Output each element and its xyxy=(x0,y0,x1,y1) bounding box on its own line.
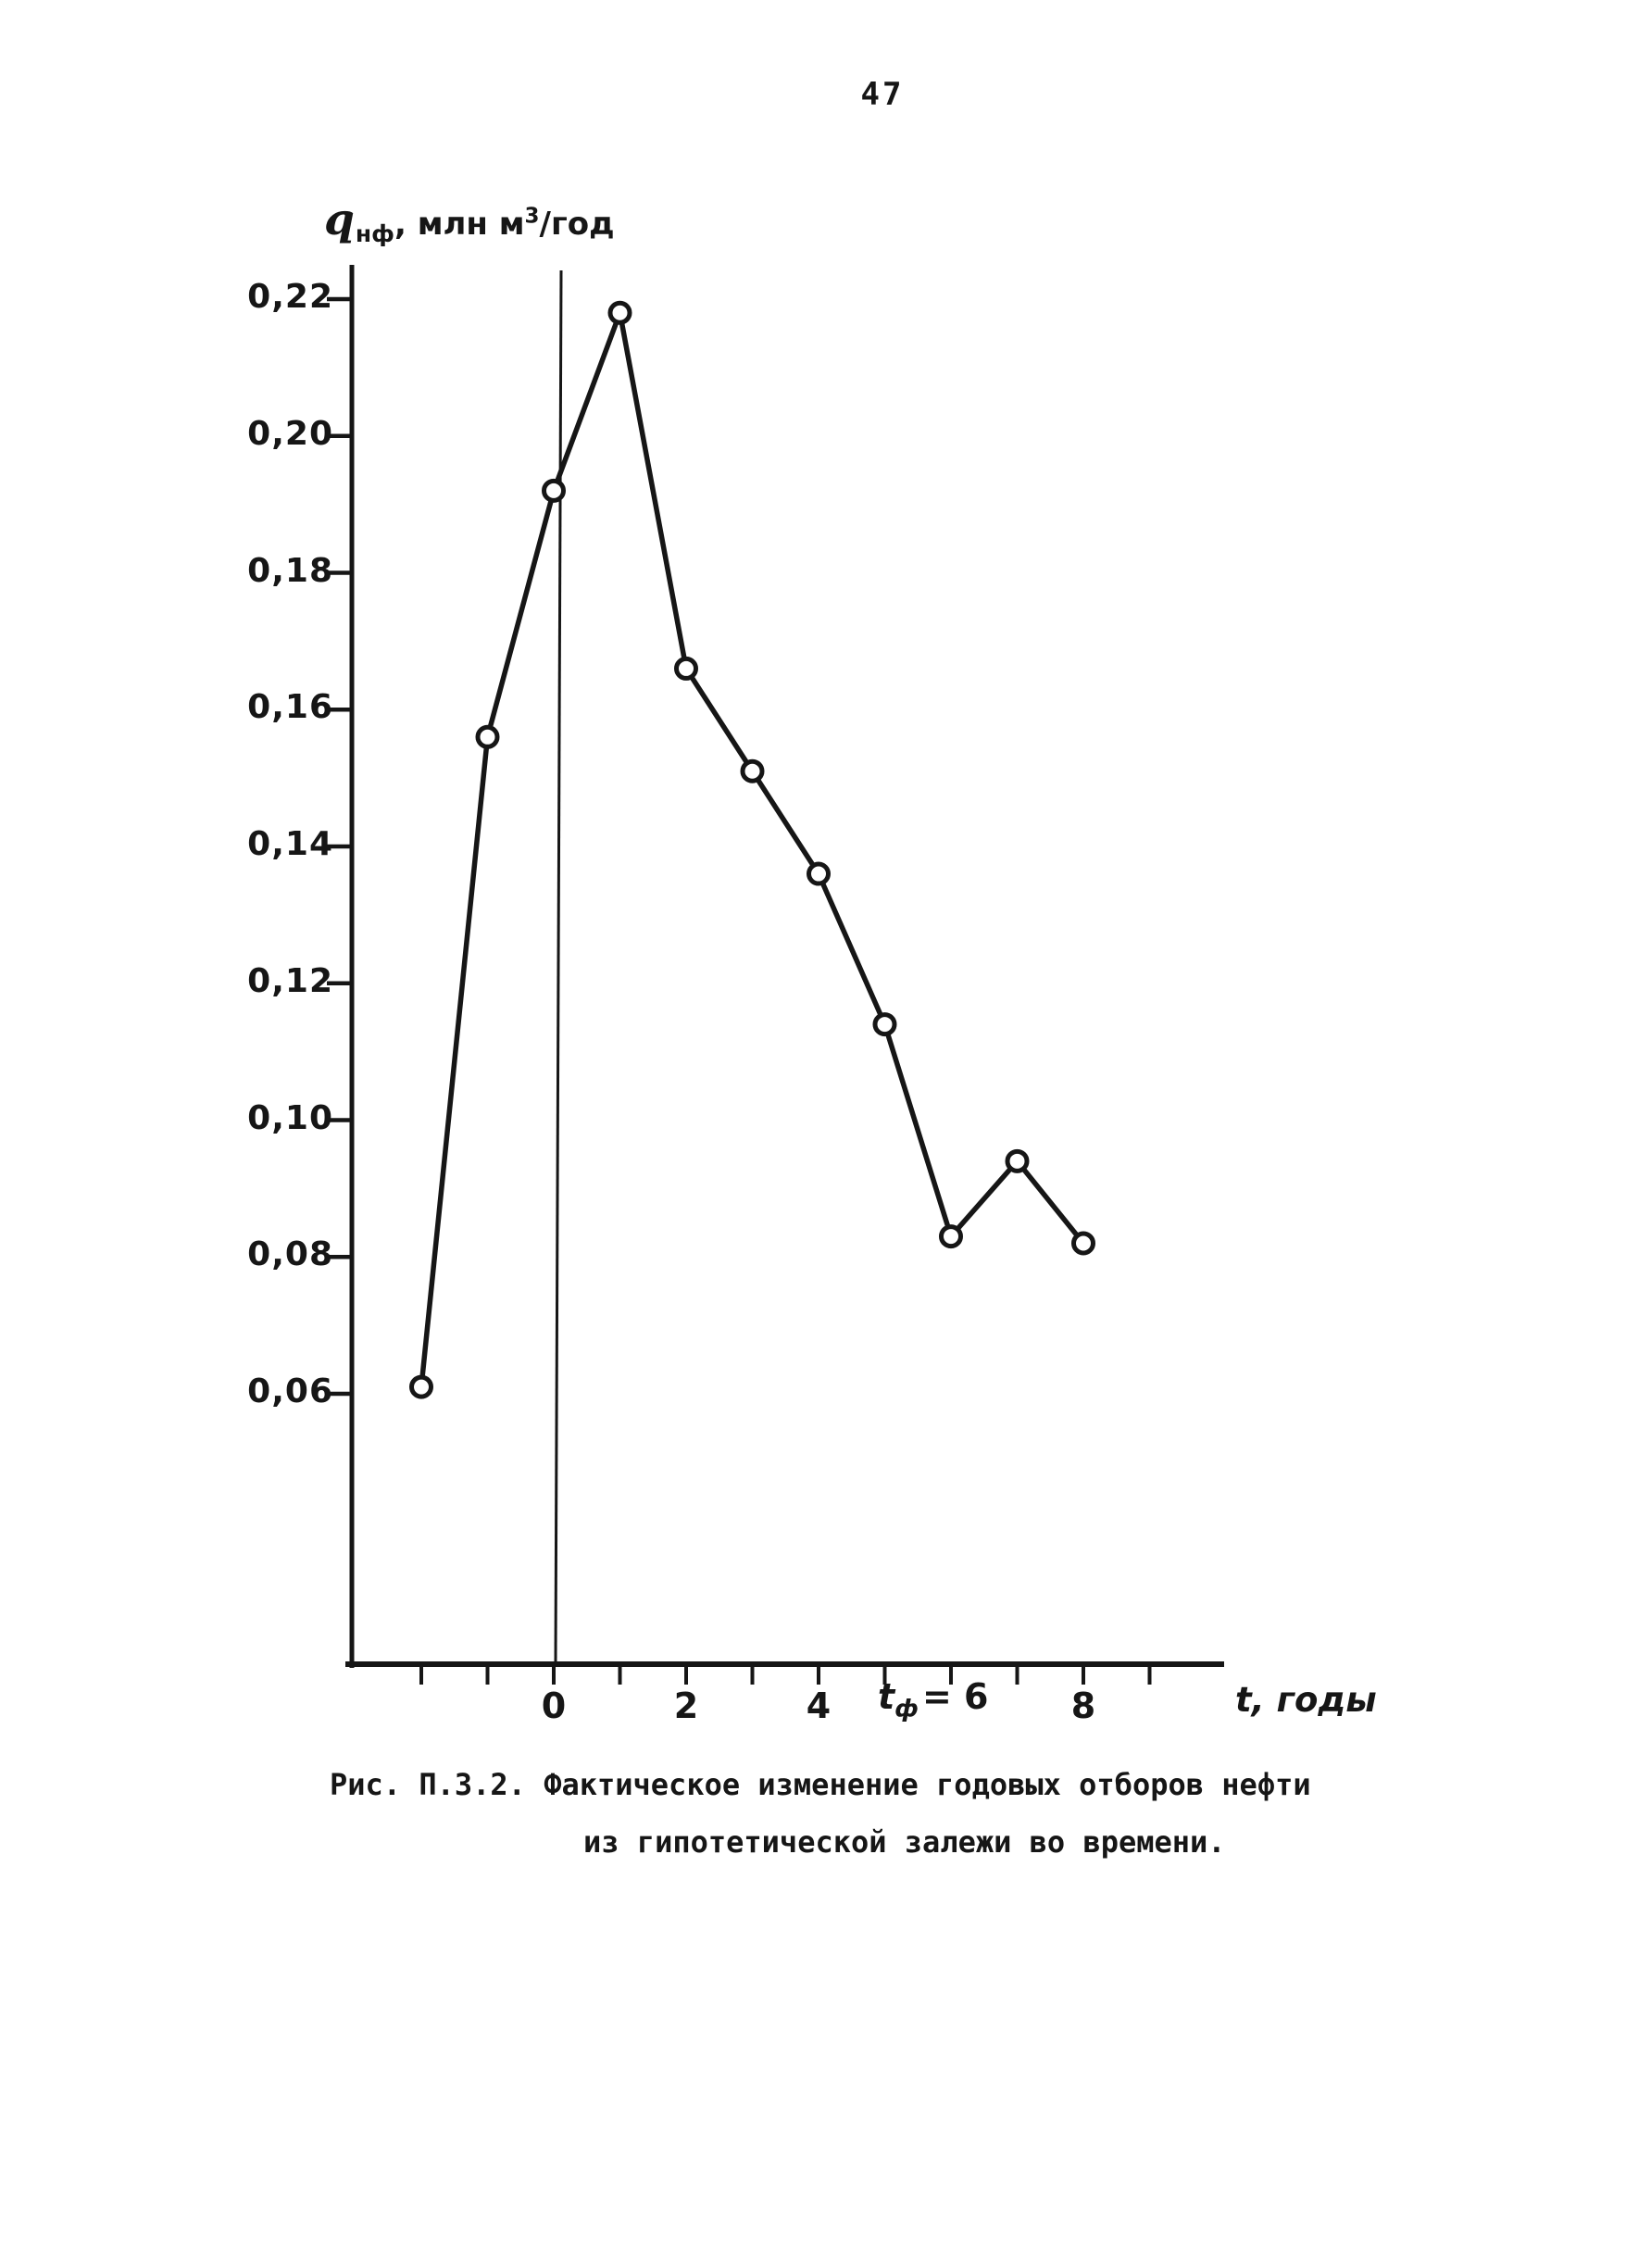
figure-caption-line1: Рис. П.3.2. Фактическое изменение годовы… xyxy=(330,1767,1311,1802)
data-point-marker xyxy=(939,1224,963,1249)
y-axis-unit-label: qнф, млн м3/год xyxy=(324,194,615,247)
data-point-marker xyxy=(1071,1231,1095,1256)
data-point-marker xyxy=(674,656,698,681)
data-point-marker xyxy=(1005,1148,1030,1173)
tf-subscript: ф xyxy=(894,1695,919,1723)
tf-symbol: t xyxy=(878,1676,895,1717)
data-point-marker xyxy=(409,1374,433,1399)
tf-equals-value: = 6 xyxy=(921,1676,989,1717)
figure-caption-line2: из гипотетической залежи во времени. xyxy=(583,1824,1226,1860)
y-axis-unit-text-end: /год xyxy=(539,206,615,243)
data-point-marker xyxy=(542,478,566,503)
data-series-line xyxy=(419,310,1086,1387)
data-point-marker xyxy=(607,300,632,325)
x-axis-title: t, годы xyxy=(1235,1680,1377,1720)
data-point-marker xyxy=(475,724,500,749)
zero-vertical-guide-line xyxy=(554,269,563,1662)
y-axis-unit-exponent: 3 xyxy=(524,204,540,229)
y-axis-unit-text: , млн м xyxy=(394,206,525,243)
y-axis-symbol-subscript: нф xyxy=(355,219,394,247)
data-point-marker xyxy=(807,861,831,886)
data-point-marker xyxy=(872,1012,897,1037)
x-tick-label-tf6: tф = 6 xyxy=(878,1676,988,1723)
data-point-marker xyxy=(740,758,765,783)
page-number: 47 xyxy=(860,76,905,113)
y-axis-quantity-symbol: q xyxy=(324,194,355,245)
